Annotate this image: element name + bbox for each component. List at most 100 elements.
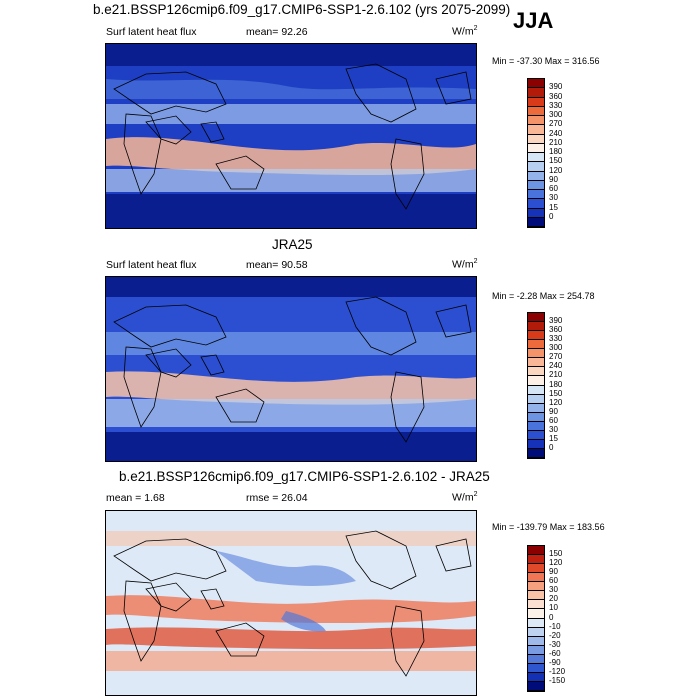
colorbar-tick-label: 60 — [549, 184, 558, 193]
panel3-units: W/m2 — [452, 491, 478, 504]
colorbar-tick-label: 120 — [549, 165, 563, 175]
colorbar-swatch — [528, 546, 544, 556]
panel3-colorbar — [527, 545, 545, 692]
panel2-colorbar — [527, 312, 545, 459]
colorbar-swatch — [528, 125, 544, 135]
colorbar-tick-label: 150 — [549, 388, 563, 398]
colorbar-tick-label: 15 — [549, 433, 558, 443]
colorbar-swatch — [528, 564, 544, 574]
colorbar-swatch — [528, 322, 544, 332]
colorbar-swatch — [528, 331, 544, 341]
colorbar-tick-label: 210 — [549, 137, 563, 147]
panel3-title: b.e21.BSSP126cmip6.f09_g17.CMIP6-SSP1-2.… — [119, 469, 490, 484]
colorbar-swatch — [528, 394, 544, 404]
panel2-minmax: Min = -2.28 Max = 254.78 — [492, 291, 595, 301]
colorbar-swatch — [528, 421, 544, 431]
season-label: JJA — [513, 8, 554, 33]
colorbar-tick-label: 90 — [549, 406, 558, 416]
panel1-variable-label: Surf latent heat flux — [106, 26, 197, 38]
colorbar-tick-label: 240 — [549, 128, 563, 138]
colorbar-tick-label: 90 — [549, 567, 558, 577]
panel2-title: JRA25 — [272, 237, 313, 252]
colorbar-swatch — [528, 162, 544, 172]
colorbar-tick-label: 60 — [549, 576, 558, 586]
colorbar-swatch — [528, 106, 544, 116]
colorbar-swatch — [528, 116, 544, 126]
panel1-colorbar — [527, 78, 545, 228]
colorbar-tick-label: 0 — [549, 612, 554, 622]
colorbar-tick-label: -10 — [549, 621, 561, 631]
colorbar-tick-label: 15 — [549, 202, 558, 212]
panel2-mean-label: mean= 90.58 — [246, 259, 308, 271]
panel1-units: W/m2 — [452, 25, 478, 38]
colorbar-swatch — [528, 349, 544, 359]
colorbar-tick-label: -150 — [549, 675, 566, 685]
colorbar-swatch — [528, 439, 544, 449]
colorbar-swatch — [528, 88, 544, 98]
colorbar-tick-label: 60 — [549, 415, 558, 425]
colorbar-tick-label: -30 — [549, 639, 561, 649]
colorbar-swatch — [528, 627, 544, 637]
colorbar-swatch — [528, 367, 544, 377]
colorbar-tick-label: 330 — [549, 100, 563, 110]
colorbar-swatch — [528, 134, 544, 144]
colorbar-swatch — [528, 180, 544, 190]
colorbar-tick-label: 270 — [549, 352, 563, 362]
panel3-minmax: Min = -139.79 Max = 183.56 — [492, 522, 605, 532]
colorbar-tick-label: 300 — [549, 343, 563, 353]
colorbar-swatch — [528, 636, 544, 646]
panel1-map — [105, 43, 477, 229]
colorbar-swatch — [528, 199, 544, 209]
colorbar-swatch — [528, 358, 544, 368]
colorbar-swatch — [528, 600, 544, 610]
colorbar-swatch — [528, 171, 544, 181]
colorbar-swatch — [528, 153, 544, 163]
colorbar-swatch — [528, 430, 544, 440]
colorbar-tick-label: 270 — [549, 119, 563, 129]
colorbar-tick-label: 360 — [549, 91, 563, 101]
colorbar-tick-label: 90 — [549, 174, 558, 184]
panel3-mean-label: mean = 1.68 — [106, 492, 165, 504]
colorbar-tick-label: -20 — [549, 630, 561, 640]
colorbar-swatch — [528, 672, 544, 682]
colorbar-swatch — [528, 654, 544, 664]
colorbar-swatch — [528, 591, 544, 601]
colorbar-swatch — [528, 663, 544, 673]
colorbar-tick-label: -60 — [549, 648, 561, 658]
colorbar-swatch — [528, 340, 544, 350]
colorbar-swatch — [528, 217, 544, 227]
colorbar-tick-label: 150 — [549, 549, 563, 559]
panel1-title: b.e21.BSSP126cmip6.f09_g17.CMIP6-SSP1-2.… — [93, 2, 511, 17]
panel1-mean-label: mean= 92.26 — [246, 26, 308, 38]
colorbar-swatch — [528, 313, 544, 323]
colorbar-swatch — [528, 97, 544, 107]
colorbar-swatch — [528, 412, 544, 422]
panel3-map — [105, 510, 477, 696]
colorbar-swatch — [528, 681, 544, 691]
colorbar-tick-label: 150 — [549, 156, 563, 166]
colorbar-tick-label: 300 — [549, 110, 563, 119]
colorbar-swatch — [528, 448, 544, 458]
colorbar-tick-label: 120 — [549, 558, 563, 568]
colorbar-swatch — [528, 208, 544, 218]
colorbar-tick-label: 180 — [549, 379, 563, 389]
colorbar-swatch — [528, 573, 544, 583]
colorbar-tick-label: 20 — [549, 594, 558, 604]
panel2-map — [105, 276, 477, 462]
colorbar-tick-label: -120 — [549, 666, 566, 676]
colorbar-tick-label: 240 — [549, 361, 563, 371]
colorbar-swatch — [528, 555, 544, 565]
colorbar-tick-label: 30 — [549, 424, 558, 434]
colorbar-swatch — [528, 190, 544, 200]
colorbar-tick-label: 0 — [549, 211, 554, 221]
panel2-units: W/m2 — [452, 258, 478, 271]
colorbar-tick-label: -90 — [549, 657, 561, 667]
colorbar-swatch — [528, 79, 544, 89]
colorbar-swatch — [528, 143, 544, 153]
colorbar-tick-label: 30 — [549, 585, 558, 595]
colorbar-tick-label: 0 — [549, 442, 554, 452]
panel1-minmax: Min = -37.30 Max = 316.56 — [492, 56, 600, 66]
panel2-variable-label: Surf latent heat flux — [106, 259, 197, 271]
colorbar-tick-label: 180 — [549, 147, 563, 156]
colorbar-swatch — [528, 403, 544, 413]
